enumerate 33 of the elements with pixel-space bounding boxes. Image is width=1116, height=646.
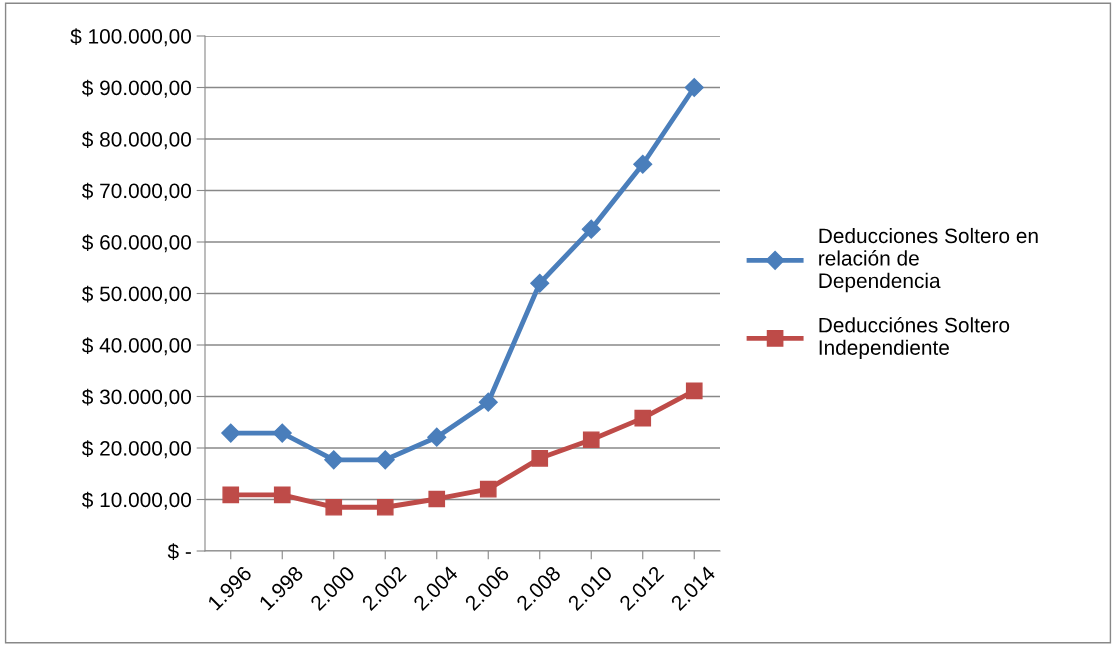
point [273,486,291,504]
point [633,154,653,174]
point [375,450,395,470]
y-tick-label: $ 90.000,00 [81,79,191,98]
point [324,450,344,470]
point [478,392,498,412]
point [272,423,292,443]
point [684,77,704,98]
point [530,273,550,293]
point [634,409,652,427]
point [479,480,497,498]
point [531,449,549,467]
point [325,498,343,516]
point [222,486,240,504]
legend-label: Deducciónes Soltero Independiente [819,316,1010,360]
point [582,431,600,449]
y-tick-label: $ 40.000,00 [81,337,191,356]
point [581,219,601,239]
y-tick-label: $ - [167,543,191,560]
y-tick-label: $ 10.000,00 [81,491,191,510]
point [428,490,446,508]
y-tick-label: $ 20.000,00 [81,440,191,459]
y-tick-label: $ 30.000,00 [81,388,191,407]
legend-label: Deducciones Soltero en relación de Dependencia [819,227,1038,293]
y-tick-label: $ 80.000,00 [81,131,191,150]
point [685,382,703,400]
y-tick-label: $ 100.000,00 [70,28,191,47]
y-tick-label: $ 50.000,00 [81,285,191,304]
point [427,427,447,447]
y-tick-label: $ 70.000,00 [81,182,191,201]
point [221,423,241,443]
y-tick-label: $ 60.000,00 [81,234,191,253]
point [376,498,394,516]
